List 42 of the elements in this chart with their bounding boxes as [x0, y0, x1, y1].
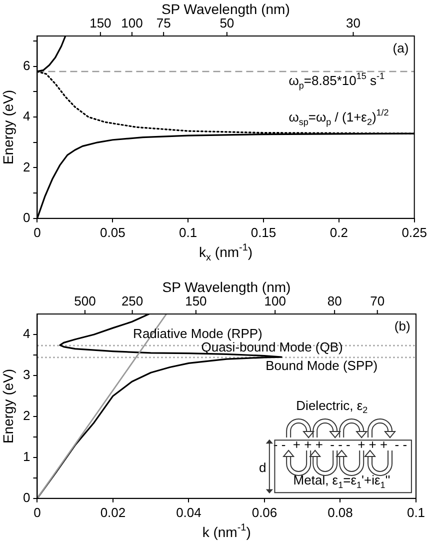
- text: 30: [346, 16, 360, 31]
- y-tick-label: 4: [22, 108, 30, 124]
- x-tick-label: 0.1: [406, 504, 426, 520]
- x-tick-label: 0.08: [328, 504, 353, 520]
- text: 150: [90, 16, 112, 31]
- x-tick-label: 0.15: [250, 224, 276, 240]
- text: 150: [185, 294, 207, 309]
- x-tick-label: 0.04: [176, 504, 202, 520]
- text: 100: [264, 294, 286, 309]
- text: 50: [220, 16, 234, 31]
- x-tick-label: 0: [34, 224, 41, 240]
- text: 75: [156, 16, 171, 31]
- annotation: Quasi-bound Mode (QB): [201, 340, 343, 355]
- x-tick-label: 0.25: [402, 224, 428, 240]
- text: 70: [370, 294, 385, 309]
- text: SP Wavelength (nm): [161, 0, 290, 17]
- x-tick-label: 0.2: [330, 224, 348, 240]
- y-tick-label: 2: [22, 408, 30, 424]
- x-tick-label: 0.02: [100, 504, 126, 520]
- x-tick-label: 0.1: [179, 224, 198, 240]
- y-tick-label: 6: [22, 58, 30, 73]
- y-tick-label: 0: [22, 490, 30, 505]
- text: 100: [121, 16, 143, 31]
- y-tick-label: 1: [22, 449, 30, 464]
- y-tick-label: 2: [22, 159, 30, 174]
- text: 80: [327, 294, 342, 309]
- y-axis-title: Energy (eV): [0, 368, 16, 444]
- annotation: Bound Mode (SPP): [266, 358, 378, 374]
- text: 500: [74, 294, 96, 309]
- x-tick-label: 0.06: [252, 504, 278, 520]
- annotation: (a): [392, 40, 409, 56]
- x-tick-label: 0: [34, 504, 41, 520]
- y-tick-label: 3: [22, 367, 30, 382]
- x-tick-label: 0.05: [100, 224, 126, 240]
- y-axis-title: Energy (eV): [0, 90, 16, 165]
- y-tick-label: 4: [22, 326, 30, 342]
- annotation: (b): [394, 318, 410, 334]
- y-tick-label: 0: [22, 210, 30, 225]
- annotation: d: [258, 460, 266, 476]
- text: 250: [121, 294, 144, 309]
- annotation: Radiative Mode (RPP): [133, 326, 262, 341]
- text: SP Wavelength (nm): [162, 278, 291, 295]
